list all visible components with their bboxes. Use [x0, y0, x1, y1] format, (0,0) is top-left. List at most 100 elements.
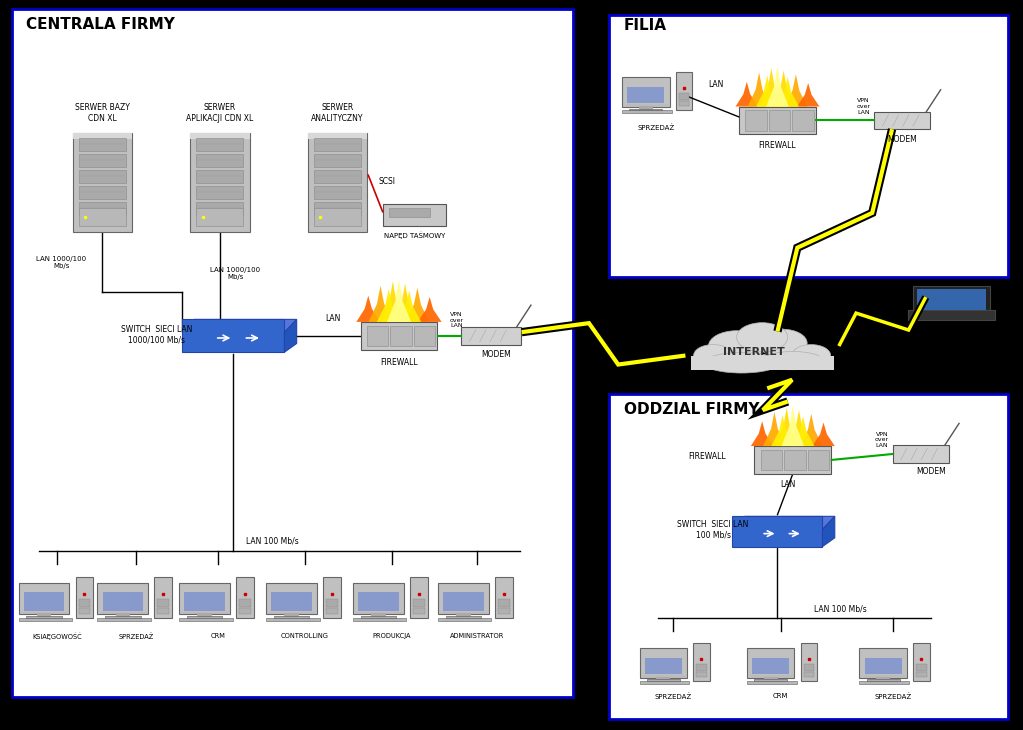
Text: CRM: CRM — [772, 694, 789, 699]
Bar — [97, 618, 150, 621]
Bar — [769, 110, 791, 131]
Bar — [18, 618, 72, 621]
Bar — [284, 613, 299, 617]
Bar — [697, 672, 707, 677]
Bar — [73, 133, 132, 232]
Bar — [154, 577, 172, 618]
Text: SERWER
APLIKACJI CDN XL: SERWER APLIKACJI CDN XL — [186, 102, 254, 123]
Text: NAPĘD TAŚMOWY: NAPĘD TAŚMOWY — [384, 231, 445, 239]
Bar — [274, 616, 309, 618]
FancyBboxPatch shape — [609, 15, 1008, 277]
Text: MODEM: MODEM — [481, 350, 512, 359]
Ellipse shape — [694, 345, 732, 366]
Polygon shape — [756, 76, 779, 107]
Bar — [308, 133, 367, 139]
Bar — [676, 72, 693, 110]
Bar — [639, 648, 687, 678]
Bar — [918, 289, 986, 310]
Polygon shape — [792, 416, 814, 446]
Bar — [864, 658, 902, 675]
Bar — [656, 677, 670, 680]
Bar — [755, 446, 831, 474]
Polygon shape — [393, 284, 417, 322]
Bar — [804, 672, 814, 677]
Polygon shape — [182, 320, 297, 333]
Bar — [732, 516, 822, 547]
Polygon shape — [782, 406, 804, 446]
Bar — [314, 170, 361, 183]
Bar — [498, 599, 509, 607]
Bar — [914, 286, 989, 313]
Bar — [446, 616, 481, 618]
Bar — [361, 616, 396, 618]
Bar — [79, 202, 126, 215]
Text: SERWER
ANALITYCZNY: SERWER ANALITYCZNY — [311, 102, 364, 123]
Bar — [196, 137, 243, 151]
Bar — [679, 93, 690, 100]
Text: LAN 100 Mb/s: LAN 100 Mb/s — [246, 537, 299, 545]
Bar — [196, 154, 243, 167]
Text: SCSI: SCSI — [379, 177, 395, 186]
Polygon shape — [788, 410, 810, 446]
Bar — [239, 599, 251, 607]
Polygon shape — [368, 285, 393, 322]
Text: SWITCH  SIECI LAN
1000/100 Mb/s: SWITCH SIECI LAN 1000/100 Mb/s — [121, 325, 192, 344]
Bar — [179, 618, 232, 621]
Bar — [917, 664, 927, 671]
Polygon shape — [775, 407, 798, 446]
Text: SPRZEDAŻ: SPRZEDAŻ — [119, 633, 153, 639]
Bar — [761, 450, 783, 470]
Text: ODDZIAL FIRMY: ODDZIAL FIRMY — [624, 402, 759, 417]
Text: SWITCH  SIECI LAN
100 Mb/s: SWITCH SIECI LAN 100 Mb/s — [677, 520, 749, 539]
Bar — [326, 608, 338, 614]
Bar — [859, 681, 909, 684]
Bar — [908, 310, 994, 320]
Bar — [413, 599, 425, 607]
Bar — [804, 664, 814, 671]
Bar — [752, 658, 790, 675]
Bar — [353, 618, 406, 621]
Text: LAN 100 Mb/s: LAN 100 Mb/s — [814, 605, 868, 614]
Bar — [495, 577, 513, 618]
Bar — [105, 616, 140, 618]
Text: SPRZEDAŻ: SPRZEDAŻ — [637, 124, 674, 131]
Bar — [627, 87, 665, 104]
Bar — [691, 356, 834, 370]
Polygon shape — [376, 289, 401, 322]
Text: SPRZEDAŻ: SPRZEDAŻ — [875, 694, 911, 700]
Text: ADMINISTRATOR: ADMINISTRATOR — [449, 633, 504, 639]
Bar — [271, 592, 312, 610]
Text: CRM: CRM — [211, 633, 225, 639]
Bar — [874, 112, 931, 129]
Bar — [747, 681, 797, 684]
Bar — [196, 186, 243, 199]
Bar — [79, 170, 126, 183]
Bar — [629, 109, 663, 110]
Bar — [456, 613, 471, 617]
Ellipse shape — [762, 352, 824, 369]
Bar — [622, 77, 670, 107]
Bar — [793, 110, 814, 131]
Bar — [184, 592, 225, 610]
Bar — [647, 680, 680, 681]
Bar — [443, 592, 484, 610]
Bar — [892, 445, 949, 463]
Polygon shape — [771, 415, 794, 446]
Bar — [697, 664, 707, 671]
Bar — [102, 592, 143, 610]
Bar — [182, 319, 284, 352]
Bar — [438, 618, 491, 621]
Bar — [18, 583, 70, 614]
Polygon shape — [748, 72, 770, 107]
Bar — [179, 583, 230, 614]
Text: FILIA: FILIA — [624, 18, 667, 34]
Bar — [361, 322, 438, 350]
Bar — [314, 137, 361, 151]
Bar — [391, 326, 411, 346]
Bar — [236, 577, 254, 618]
Bar — [266, 583, 317, 614]
Polygon shape — [732, 516, 835, 529]
Bar — [326, 599, 338, 607]
Ellipse shape — [708, 331, 764, 361]
Bar — [745, 110, 767, 131]
